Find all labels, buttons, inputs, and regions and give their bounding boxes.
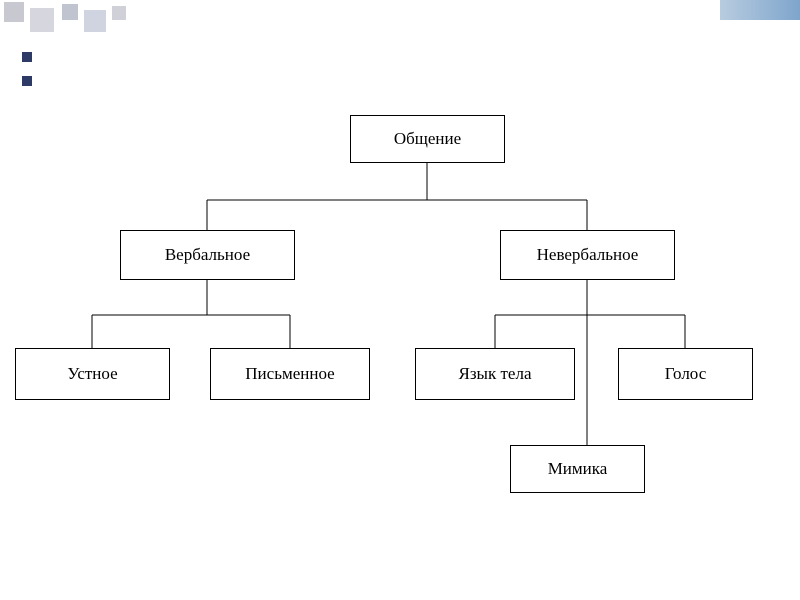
decor-square (112, 6, 126, 20)
slide-bullet (22, 76, 32, 86)
decor-square (4, 2, 24, 22)
node-oral: Устное (15, 348, 170, 400)
tree-connectors (0, 0, 800, 600)
node-nonverbal: Невербальное (500, 230, 675, 280)
decor-top-squares (0, 0, 800, 40)
slide-bullet (22, 52, 32, 62)
decor-square (30, 8, 54, 32)
decor-square (62, 4, 78, 20)
node-voice: Голос (618, 348, 753, 400)
node-body: Язык тела (415, 348, 575, 400)
node-verbal: Вербальное (120, 230, 295, 280)
node-mimic: Мимика (510, 445, 645, 493)
decor-square (84, 10, 106, 32)
node-root: Общение (350, 115, 505, 163)
node-written: Письменное (210, 348, 370, 400)
decor-top-right-gradient (720, 0, 800, 20)
